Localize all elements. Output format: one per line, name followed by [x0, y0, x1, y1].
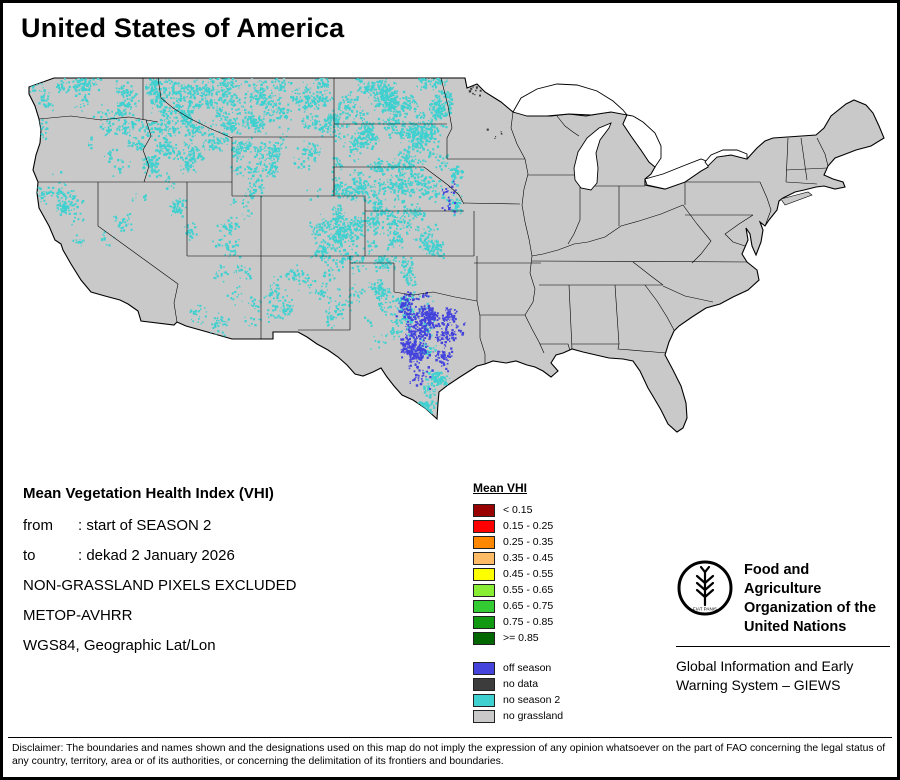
projection-name: WGS84, Geographic Lat/Lon	[23, 637, 216, 654]
exclusion-note: NON-GRASSLAND PIXELS EXCLUDED	[23, 577, 297, 594]
legend-label: no grassland	[503, 710, 564, 722]
status-class-list: off season no data no season 2 no grassl…	[473, 660, 563, 724]
legend-label: no data	[503, 678, 539, 690]
fao-org-line: United Nations	[743, 619, 847, 635]
legend-item: no data	[473, 676, 563, 692]
legend-item: no season 2	[473, 692, 563, 708]
fao-header: FIAT PANIS Food and Agriculture Organiza…	[676, 559, 890, 637]
legend-label: 0.65 - 0.75	[503, 600, 554, 612]
legend-swatch	[473, 709, 495, 723]
legend-swatch	[473, 583, 495, 597]
from-value: : start of SEASON 2	[78, 517, 212, 534]
legend-item: 0.75 - 0.85	[473, 614, 563, 630]
legend-item: 0.55 - 0.65	[473, 582, 563, 598]
legend-item: < 0.15	[473, 502, 563, 518]
fao-logo: FIAT PANIS	[677, 560, 733, 616]
state-boundaries	[38, 78, 829, 364]
page-title: United States of America	[21, 13, 345, 43]
map-info-block: Mean Vegetation Health Index (VHI) from:…	[23, 485, 296, 667]
legend-item: 0.15 - 0.25	[473, 518, 563, 534]
legend-swatch	[473, 551, 495, 565]
to-value: : dekad 2 January 2026	[78, 547, 235, 564]
legend-label: < 0.15	[503, 504, 533, 516]
legend-item: 0.35 - 0.45	[473, 550, 563, 566]
legend-label: 0.75 - 0.85	[503, 616, 554, 628]
legend-label: >= 0.85	[503, 632, 539, 644]
legend-swatch	[473, 503, 495, 517]
disclaimer: Disclaimer: The boundaries and names sho…	[8, 737, 892, 774]
period-from-row: from : start of SEASON 2	[23, 517, 296, 534]
fao-org-line: Organization of the	[743, 600, 877, 616]
legend-label: off season	[503, 662, 552, 674]
legend-label: 0.55 - 0.65	[503, 584, 554, 596]
legend-gap	[473, 646, 563, 660]
legend-swatch	[473, 693, 495, 707]
us-map	[28, 77, 885, 433]
legend-label: 0.45 - 0.55	[503, 568, 554, 580]
sensor-name: METOP-AVHRR	[23, 607, 133, 624]
legend-item: no grassland	[473, 708, 563, 724]
to-label: to	[23, 547, 36, 564]
legend-item: off season	[473, 660, 563, 676]
legend-swatch	[473, 677, 495, 691]
from-label: from	[23, 517, 53, 534]
giews-line: Warning System – GIEWS	[676, 677, 841, 693]
legend-label: no season 2	[503, 694, 561, 706]
legend: Mean VHI < 0.15 0.15 - 0.25 0.25 - 0.35 …	[473, 481, 563, 724]
legend-item: 0.65 - 0.75	[473, 598, 563, 614]
giews-name: Global Information and Early Warning Sys…	[676, 657, 890, 695]
coastal-islands	[780, 191, 813, 206]
legend-label: 0.15 - 0.25	[503, 520, 554, 532]
great-lakes	[512, 83, 748, 191]
legend-item: 0.45 - 0.55	[473, 566, 563, 582]
legend-swatch	[473, 599, 495, 613]
legend-label: 0.35 - 0.45	[503, 552, 554, 564]
giews-line: Global Information and Early	[676, 658, 854, 674]
vhi-class-list: < 0.15 0.15 - 0.25 0.25 - 0.35 0.35 - 0.…	[473, 502, 563, 646]
branding-divider	[676, 646, 890, 647]
fao-org-name: Food and Agriculture Organization of the…	[744, 559, 890, 637]
info-heading: Mean Vegetation Health Index (VHI)	[23, 485, 274, 502]
legend-title: Mean VHI	[473, 481, 528, 495]
us-land	[28, 77, 885, 433]
fao-logo-ring	[677, 560, 733, 616]
fao-branding: FIAT PANIS Food and Agriculture Organiza…	[676, 559, 890, 695]
legend-swatch	[473, 661, 495, 675]
legend-item: >= 0.85	[473, 630, 563, 646]
fao-org-line: Food and Agriculture	[743, 562, 822, 597]
period-to-row: to : dekad 2 January 2026	[23, 547, 296, 564]
legend-swatch	[473, 615, 495, 629]
fao-motto: FIAT PANIS	[693, 606, 717, 611]
wheat-ear-icon	[695, 565, 715, 607]
vhi-pixel-layer	[29, 78, 503, 422]
legend-swatch	[473, 567, 495, 581]
legend-label: 0.25 - 0.35	[503, 536, 554, 548]
legend-swatch	[473, 631, 495, 645]
legend-item: 0.25 - 0.35	[473, 534, 563, 550]
legend-swatch	[473, 535, 495, 549]
legend-swatch	[473, 519, 495, 533]
